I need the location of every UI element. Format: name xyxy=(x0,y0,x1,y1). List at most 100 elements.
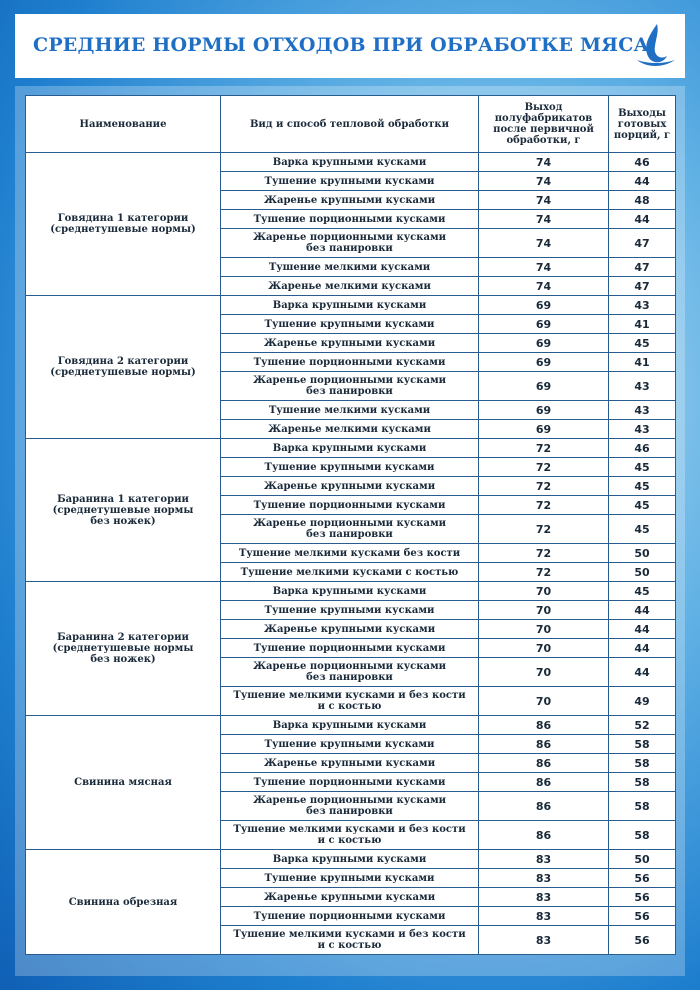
output-cell: 45 xyxy=(608,581,676,601)
method-cell: Жаренье порционными кусками без панировк… xyxy=(220,791,479,821)
row: Тушение порционными кусками 72 45 xyxy=(26,495,676,515)
row: Тушение порционными кусками 83 56 xyxy=(26,906,676,926)
output-cell: 44 xyxy=(608,657,676,687)
method-cell: Тушение крупными кусками xyxy=(220,171,479,191)
output-cell: 44 xyxy=(608,619,676,639)
output-cell: 47 xyxy=(608,276,676,296)
method-cell: Тушение мелкими кусками и без кости и с … xyxy=(220,686,479,716)
header-cell: Выходы готовых порций, г xyxy=(608,95,676,153)
output-cell: 58 xyxy=(608,791,676,821)
row: Тушение мелкими кусками с костью 72 50 xyxy=(26,562,676,582)
method-cell: Тушение крупными кусками xyxy=(220,600,479,620)
method-cell: Тушение мелкими кусками с костью xyxy=(220,562,479,582)
yield-cell: 86 xyxy=(478,715,609,735)
header-cell: Наименование xyxy=(25,95,221,153)
yield-cell: 86 xyxy=(478,734,609,754)
method-cell: Тушение порционными кусками xyxy=(220,772,479,792)
method-cell: Варка крупными кусками xyxy=(220,438,479,458)
row: Тушение мелкими кусками без кости 72 50 xyxy=(26,543,676,563)
row: Тушение крупными кусками 86 58 xyxy=(26,734,676,754)
method-cell: Жаренье порционными кусками без панировк… xyxy=(220,657,479,687)
yield-cell: 72 xyxy=(478,438,609,458)
method-cell: Жаренье порционными кусками без панировк… xyxy=(220,228,479,258)
method-cell: Жаренье крупными кусками xyxy=(220,333,479,353)
output-cell: 45 xyxy=(608,457,676,477)
method-cell: Тушение порционными кусками xyxy=(220,638,479,658)
output-cell: 41 xyxy=(608,314,676,334)
yield-cell: 69 xyxy=(478,400,609,420)
row: Говядина 2 категории (среднетушевые норм… xyxy=(25,295,676,439)
row: Тушение крупными кусками 70 44 xyxy=(26,600,676,620)
output-cell: 58 xyxy=(608,772,676,792)
yield-cell: 74 xyxy=(478,152,609,172)
output-cell: 48 xyxy=(608,190,676,210)
output-cell: 45 xyxy=(608,495,676,515)
method-cell: Тушение мелкими кусками и без кости и с … xyxy=(220,820,479,850)
row: Говядина 1 категории (среднетушевые норм… xyxy=(25,152,676,296)
name-cell: Баранина 2 категории (среднетушевые норм… xyxy=(25,581,221,716)
method-cell: Тушение порционными кусками xyxy=(220,906,479,926)
norms-table: Наименование Вид и способ тепловой обраб… xyxy=(25,95,676,955)
yield-cell: 74 xyxy=(478,257,609,277)
row: Жаренье порционными кусками без панировк… xyxy=(26,514,676,544)
row: Жаренье порционными кусками без панировк… xyxy=(26,657,676,687)
method-cell: Тушение мелкими кусками xyxy=(220,257,479,277)
output-cell: 50 xyxy=(608,562,676,582)
method-cell: Тушение мелкими кусками без кости xyxy=(220,543,479,563)
yield-cell: 86 xyxy=(478,772,609,792)
output-cell: 47 xyxy=(608,257,676,277)
yield-cell: 83 xyxy=(478,906,609,926)
row: Тушение мелкими кусками и без кости и с … xyxy=(26,686,676,716)
name-cell: Говядина 1 категории (среднетушевые норм… xyxy=(25,152,221,296)
yield-cell: 74 xyxy=(478,228,609,258)
method-cell: Варка крупными кусками xyxy=(220,152,479,172)
yield-cell: 69 xyxy=(478,371,609,401)
yield-cell: 69 xyxy=(478,419,609,439)
row: Баранина 2 категории (среднетушевые норм… xyxy=(25,581,676,716)
yield-cell: 69 xyxy=(478,333,609,353)
row: Свинина мясная Варка крупными кусками 86 52 xyxy=(25,715,676,850)
yield-cell: 86 xyxy=(478,791,609,821)
output-cell: 43 xyxy=(608,371,676,401)
output-cell: 56 xyxy=(608,868,676,888)
method-cell: Варка крупными кусками xyxy=(220,849,479,869)
yield-cell: 70 xyxy=(478,657,609,687)
row: Тушение порционными кусками 86 58 xyxy=(26,772,676,792)
yield-cell: 72 xyxy=(478,514,609,544)
method-cell: Тушение порционными кусками xyxy=(220,352,479,372)
output-cell: 50 xyxy=(608,849,676,869)
method-cell: Жаренье крупными кусками xyxy=(220,887,479,907)
yield-cell: 70 xyxy=(478,581,609,601)
yield-cell: 69 xyxy=(478,295,609,315)
yield-cell: 83 xyxy=(478,887,609,907)
output-cell: 56 xyxy=(608,925,676,955)
method-cell: Тушение мелкими кусками и без кости и с … xyxy=(220,925,479,955)
yield-cell: 72 xyxy=(478,543,609,563)
name-cell: Баранина 1 категории (среднетушевые норм… xyxy=(25,438,221,582)
yield-cell: 70 xyxy=(478,600,609,620)
yield-cell: 83 xyxy=(478,868,609,888)
yield-cell: 74 xyxy=(478,276,609,296)
title: СРЕДНИЕ НОРМЫ ОТХОДОВ ПРИ ОБРАБОТКЕ МЯСА xyxy=(33,34,650,56)
output-cell: 43 xyxy=(608,400,676,420)
row: Баранина 1 категории (среднетушевые норм… xyxy=(25,438,676,582)
yield-cell: 74 xyxy=(478,209,609,229)
output-cell: 45 xyxy=(608,514,676,544)
output-cell: 56 xyxy=(608,906,676,926)
output-cell: 44 xyxy=(608,209,676,229)
title-bar: СРЕДНИЕ НОРМЫ ОТХОДОВ ПРИ ОБРАБОТКЕ МЯСА xyxy=(15,14,685,78)
yield-cell: 69 xyxy=(478,352,609,372)
method-cell: Варка крупными кусками xyxy=(220,715,479,735)
output-cell: 43 xyxy=(608,295,676,315)
output-cell: 41 xyxy=(608,352,676,372)
output-cell: 47 xyxy=(608,228,676,258)
output-cell: 44 xyxy=(608,171,676,191)
yield-cell: 74 xyxy=(478,171,609,191)
output-cell: 58 xyxy=(608,734,676,754)
header-cell: Выход полуфабрикатов после первичной обр… xyxy=(478,95,609,153)
name-cell: Свинина обрезная xyxy=(25,849,221,955)
method-cell: Жаренье мелкими кусками xyxy=(220,419,479,439)
output-cell: 49 xyxy=(608,686,676,716)
row: Жаренье порционными кусками без панировк… xyxy=(26,228,676,258)
